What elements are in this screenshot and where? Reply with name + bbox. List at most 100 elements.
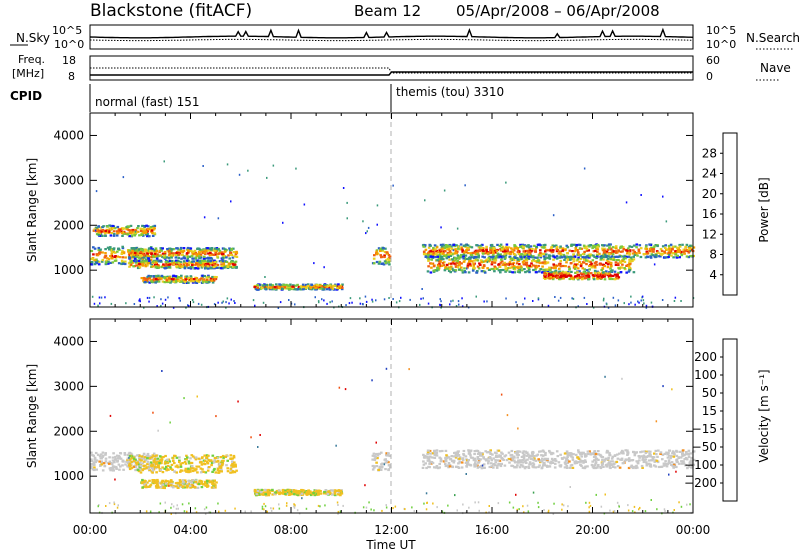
echo-cell — [668, 248, 671, 250]
colorbar-tick-label: 8 — [709, 248, 717, 262]
echo-cell — [192, 470, 195, 472]
echo-cell — [646, 256, 649, 258]
echo-cell — [116, 232, 119, 234]
echo-cell — [295, 490, 298, 492]
echo-cell — [117, 226, 120, 228]
echo-cell — [539, 262, 542, 264]
echo-cell — [615, 261, 618, 263]
echo-cell — [261, 287, 264, 289]
echo-cell — [513, 244, 516, 246]
echo-cell — [380, 256, 383, 258]
echo-cell — [670, 244, 673, 246]
echo-cell — [458, 268, 461, 270]
echo-cell — [599, 277, 602, 279]
echo-cell — [156, 257, 159, 259]
echo-cell — [180, 258, 183, 260]
echo-speck — [457, 228, 459, 230]
cpid-row: CPID normal (fast) 151 themis (tou) 3310 — [10, 84, 504, 112]
echo-cell — [473, 260, 476, 262]
echo-cell — [661, 458, 664, 460]
echo-cell — [426, 453, 429, 455]
echo-cell — [139, 266, 142, 268]
echo-cell — [104, 252, 107, 254]
echo-cell — [441, 258, 444, 260]
echo-cell — [228, 257, 231, 259]
echo-cell — [306, 494, 309, 496]
echo-cell — [192, 260, 195, 262]
echo-cell — [315, 287, 318, 289]
echo-cell — [119, 452, 122, 454]
echo-cell — [284, 493, 287, 495]
echo-cell — [202, 265, 205, 267]
nsky-panel: N.Sky 10^5 10^0 10^5 10^0 N.Search — [10, 24, 800, 51]
echo-cell — [210, 257, 213, 259]
echo-cell — [426, 457, 429, 459]
echo-cell — [101, 235, 104, 237]
echo-cell — [543, 255, 546, 257]
echo-cell — [235, 470, 238, 472]
echo-cell — [111, 257, 114, 259]
echo-cell — [594, 270, 597, 272]
echo-cell — [633, 245, 636, 247]
echo-cell — [148, 248, 151, 250]
echo-noise — [198, 303, 200, 305]
nave-tick-bottom: 0 — [706, 70, 713, 83]
echo-noise — [149, 297, 151, 299]
echo-cell — [487, 462, 490, 464]
echo-speck — [365, 232, 367, 234]
echo-speck — [346, 202, 348, 204]
echo-cell — [312, 492, 315, 494]
echo-cell — [509, 261, 512, 263]
echo-cell — [657, 252, 660, 254]
echo-cell — [649, 465, 652, 467]
echo-cell — [114, 459, 117, 461]
echo-cell — [595, 257, 598, 259]
echo-noise — [603, 299, 605, 301]
echo-speck — [531, 255, 533, 257]
echo-cell — [201, 260, 204, 262]
echo-cell — [330, 286, 333, 288]
echo-cell — [588, 275, 591, 277]
echo-cell — [235, 261, 238, 263]
echo-cell — [620, 262, 623, 264]
echo-cell — [443, 255, 446, 257]
echo-cell — [180, 281, 183, 283]
echo-noise — [280, 301, 282, 303]
echo-noise — [165, 299, 167, 301]
echo-cell — [500, 457, 503, 459]
echo-cell — [504, 264, 507, 266]
echo-cell — [585, 256, 588, 258]
echo-cell — [147, 262, 150, 264]
echo-cell — [603, 265, 606, 267]
echo-cell — [441, 450, 444, 452]
echo-cell — [179, 479, 182, 481]
echo-cell — [508, 462, 511, 464]
echo-cell — [207, 260, 210, 262]
echo-cell — [156, 479, 159, 481]
echo-cell — [303, 490, 306, 492]
echo-cell — [149, 485, 152, 487]
echo-cell — [614, 278, 617, 280]
echo-cell — [571, 277, 574, 279]
echo-cell — [127, 225, 130, 227]
echo-cell — [274, 491, 277, 493]
echo-cell — [607, 258, 610, 260]
echo-noise — [476, 296, 478, 298]
echo-cell — [525, 258, 528, 260]
echo-cell — [628, 271, 631, 273]
echo-cell — [381, 263, 384, 265]
echo-cell — [623, 267, 626, 269]
echo-cell — [610, 265, 613, 267]
echo-cell — [617, 259, 620, 261]
echo-cell — [458, 258, 461, 260]
echo-speck — [247, 170, 249, 172]
echo-noise — [586, 303, 588, 305]
echo-speck — [273, 165, 275, 167]
echo-cell — [544, 276, 547, 278]
echo-cell — [152, 265, 155, 267]
echo-cell — [141, 455, 144, 457]
echo-cell — [104, 454, 107, 456]
echo-cell — [634, 467, 637, 469]
echo-cell — [133, 458, 136, 460]
echo-cell — [373, 453, 376, 455]
